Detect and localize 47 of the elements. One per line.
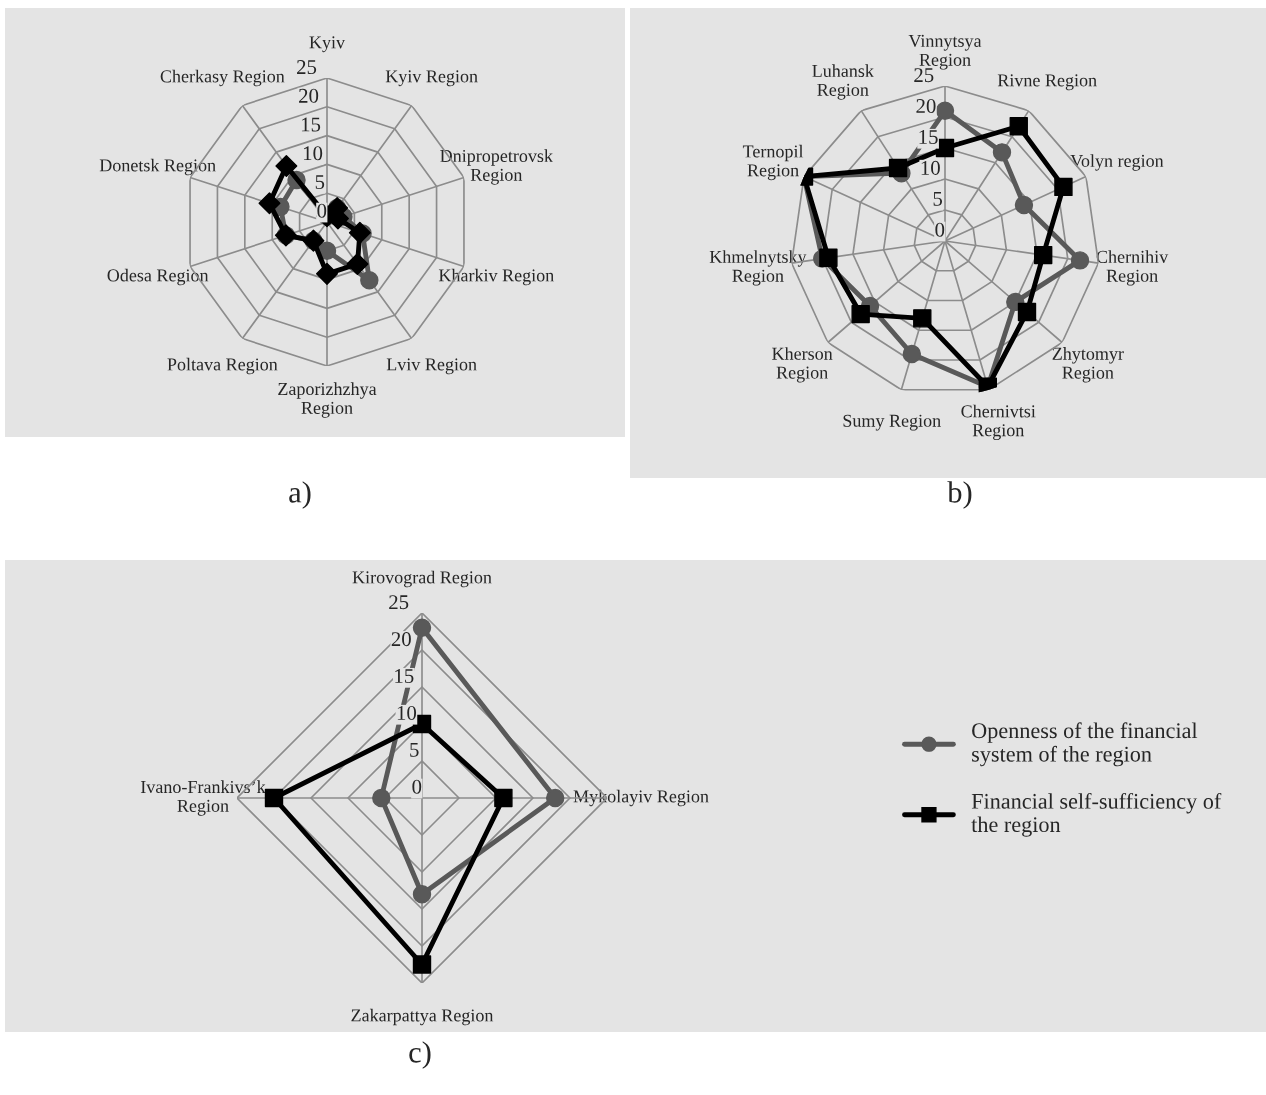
spoke-label: Chernihiv Region <box>1096 250 1169 286</box>
y-tick-label: 5 <box>410 743 419 757</box>
spoke-label: Zaporizhzhya Region <box>278 382 377 418</box>
spoke-label: Kherson Region <box>772 347 833 383</box>
spoke-label: Zhytomyr Region <box>1052 347 1124 383</box>
y-tick-label: 10 <box>303 146 323 161</box>
spoke-label: Zakarpattya Region <box>351 1008 494 1026</box>
spoke-label: Ternopil Region <box>742 144 804 181</box>
spoke-label: Volyn region <box>1070 154 1164 171</box>
spoke-label: Cherkasy Region <box>160 69 285 87</box>
y-tick-label: 20 <box>916 99 936 114</box>
y-tick-label: 5 <box>315 175 325 190</box>
y-tick-label: 10 <box>921 160 940 175</box>
spoke-label: Lviv Region <box>386 358 477 375</box>
text: c) <box>409 1041 431 1069</box>
spoke-label: Luhansk Region <box>812 64 874 100</box>
legend-label: Financial self-sufficiency of the region <box>971 792 1222 837</box>
spoke-label: Khmelnytsky Region <box>709 250 807 286</box>
spoke-label: Chernivtsi Region <box>961 404 1036 441</box>
spoke-label: Kirovograd Region <box>352 570 492 588</box>
text: a) <box>289 481 311 509</box>
y-tick-label: 0 <box>317 203 327 218</box>
y-tick-label: 15 <box>919 130 938 144</box>
spoke-label: Kharkiv Region <box>438 268 554 286</box>
spoke-label: Ivano-Frankivs’k Region <box>140 780 266 816</box>
spoke-label: Kyiv <box>309 36 346 53</box>
text: b) <box>947 481 972 509</box>
spoke-label: Kyiv Region <box>385 70 478 87</box>
y-tick-label: 25 <box>297 60 317 75</box>
legend-label: Openness of the financial system of the region <box>972 722 1198 767</box>
spoke-label: Odesa Region <box>107 268 209 286</box>
y-tick-label: 0 <box>935 222 945 237</box>
y-tick-label: 0 <box>412 779 422 794</box>
y-tick-label: 5 <box>933 192 943 206</box>
spoke-label: Mykolayiv Region <box>573 789 709 807</box>
y-tick-label: 25 <box>914 68 934 83</box>
spoke-label: Rivne Region <box>997 74 1097 91</box>
y-tick-label: 10 <box>397 705 417 720</box>
spoke-label: Poltava Region <box>167 357 278 375</box>
y-tick-label: 20 <box>391 632 411 647</box>
y-tick-label: 15 <box>301 117 321 132</box>
spoke-label: Dnipropetrovsk Region <box>440 149 553 185</box>
y-tick-label: 25 <box>389 595 409 610</box>
spoke-label: Donetsk Region <box>99 158 216 176</box>
spoke-label: Sumy Region <box>843 414 941 431</box>
y-tick-label: 15 <box>395 669 414 684</box>
y-tick-label: 20 <box>299 88 319 103</box>
